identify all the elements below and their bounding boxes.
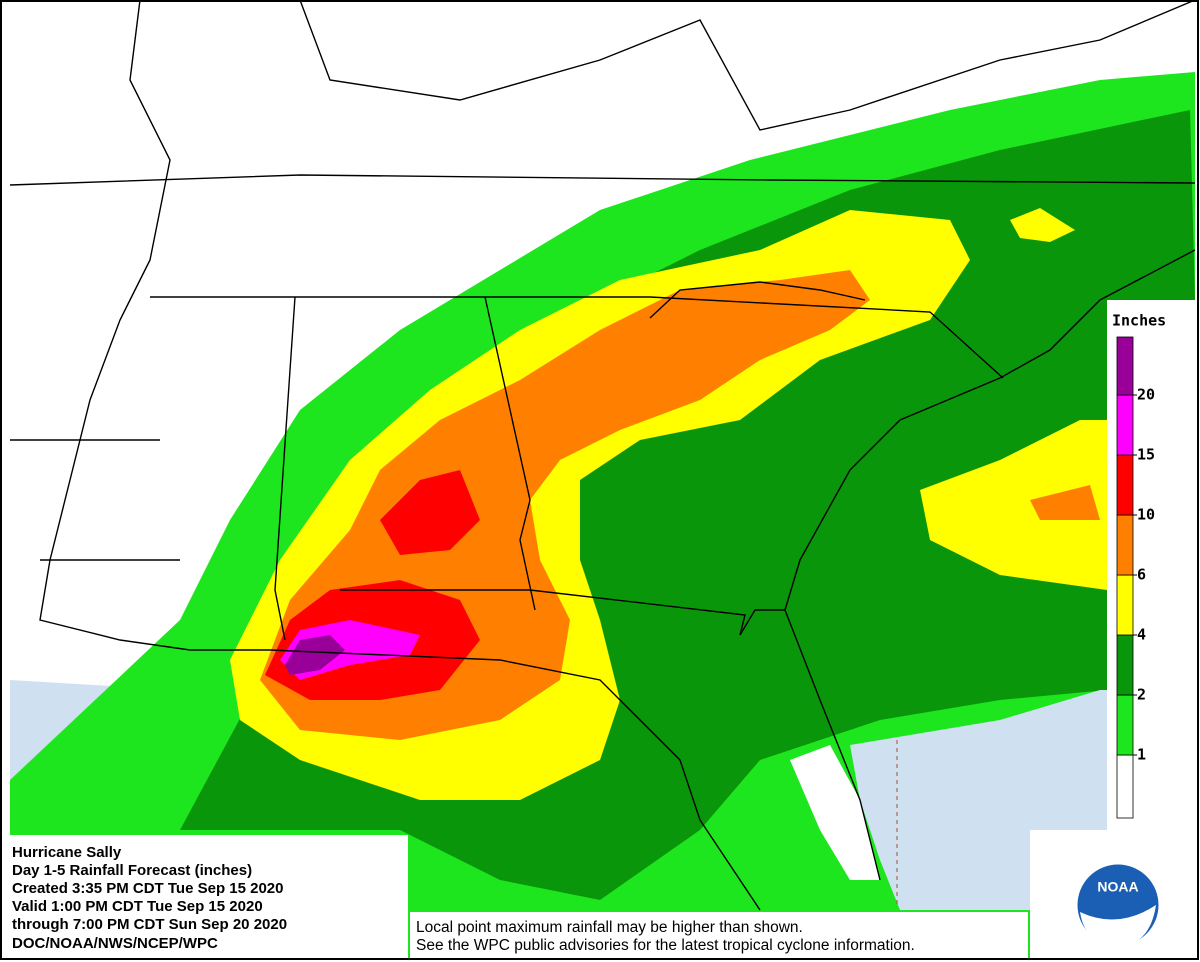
title-line: DOC/NOAA/NWS/NCEP/WPC bbox=[12, 935, 218, 952]
legend-swatch bbox=[1116, 694, 1134, 756]
rain-zone bbox=[1030, 485, 1100, 520]
title-line: through 7:00 PM CDT Sun Sep 20 2020 bbox=[12, 916, 287, 933]
coastline bbox=[190, 649, 761, 911]
legend-tick-label: 1 bbox=[1137, 746, 1146, 764]
rain-zone bbox=[285, 635, 345, 675]
legend-tick-label: 6 bbox=[1137, 566, 1146, 584]
legend-swatch bbox=[1116, 454, 1134, 516]
land bbox=[790, 745, 880, 880]
state-line bbox=[649, 281, 866, 319]
legend-tick-label: 4 bbox=[1137, 626, 1146, 644]
title-line: Day 1-5 Rainfall Forecast (inches) bbox=[12, 862, 252, 879]
rain-zone bbox=[920, 420, 1107, 590]
note-box bbox=[410, 912, 1028, 958]
title-line: Hurricane Sally bbox=[12, 844, 122, 861]
rain-zone bbox=[1010, 208, 1075, 242]
legend-tick-label: 15 bbox=[1137, 446, 1155, 464]
state-line bbox=[9, 174, 1196, 186]
legend-swatch bbox=[1116, 394, 1134, 456]
rain-zone bbox=[380, 470, 480, 555]
legend-swatch bbox=[1116, 634, 1134, 696]
river-line bbox=[39, 0, 191, 651]
title-line: Created 3:35 PM CDT Tue Sep 15 2020 bbox=[12, 880, 284, 897]
legend-tick-label: 10 bbox=[1137, 506, 1155, 524]
logo-text: NOAA bbox=[1097, 879, 1138, 895]
coastline bbox=[784, 609, 881, 881]
legend: 1 2 4 6 10 15 20 bbox=[1116, 336, 1155, 819]
atlantic-water bbox=[850, 690, 1107, 910]
note-line: See the WPC public advisories for the la… bbox=[416, 937, 915, 954]
note-line: Local point maximum rainfall may be high… bbox=[416, 919, 803, 936]
title-line: Valid 1:00 PM CDT Tue Sep 15 2020 bbox=[12, 898, 263, 915]
logo-wave bbox=[1080, 905, 1156, 947]
legend-title: Inches bbox=[1112, 312, 1166, 330]
legend-tick-label: 20 bbox=[1137, 386, 1155, 404]
legend-swatch bbox=[1116, 336, 1134, 396]
state-line bbox=[299, 0, 1196, 131]
state-line bbox=[484, 296, 536, 611]
state-line bbox=[274, 296, 296, 641]
legend-swatch bbox=[1116, 574, 1134, 636]
state-line bbox=[340, 589, 785, 636]
legend-swatch bbox=[1116, 514, 1134, 576]
title-box bbox=[8, 835, 408, 958]
coastline bbox=[784, 249, 1196, 611]
legend-swatch bbox=[1116, 754, 1134, 819]
state-line bbox=[150, 296, 1004, 379]
legend-tick-label: 2 bbox=[1137, 686, 1146, 704]
